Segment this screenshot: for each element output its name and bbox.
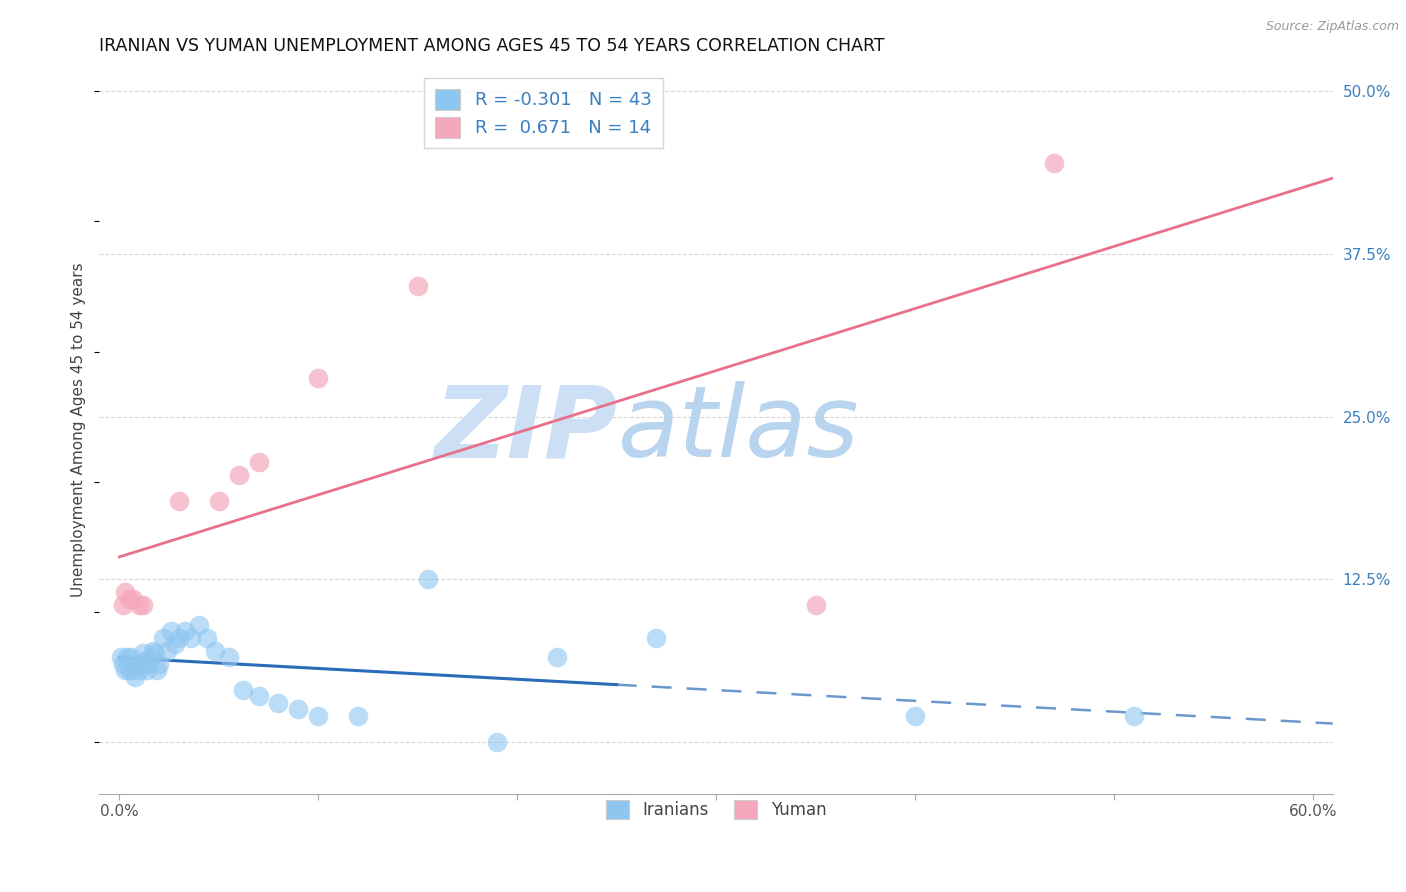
Point — [128, 599, 150, 613]
Point — [122, 591, 145, 606]
Text: atlas: atlas — [617, 381, 859, 478]
Point — [187, 617, 209, 632]
Point — [247, 690, 270, 704]
Point — [167, 494, 190, 508]
Point — [645, 631, 668, 645]
Point — [118, 664, 141, 678]
Point — [160, 624, 183, 639]
Point — [143, 647, 166, 661]
Point — [110, 650, 132, 665]
Point — [141, 650, 163, 665]
Point — [117, 650, 139, 665]
Point — [208, 494, 231, 508]
Point — [267, 696, 290, 710]
Point — [904, 709, 927, 723]
Point — [287, 702, 309, 716]
Point — [120, 650, 142, 665]
Point — [132, 599, 155, 613]
Point — [112, 599, 135, 613]
Point — [347, 709, 370, 723]
Point — [486, 735, 509, 749]
Point — [218, 650, 240, 665]
Point — [307, 370, 329, 384]
Point — [146, 664, 169, 678]
Point — [152, 631, 174, 645]
Point — [127, 657, 149, 671]
Legend: Iranians, Yuman: Iranians, Yuman — [599, 793, 832, 826]
Point — [136, 664, 159, 678]
Point — [546, 650, 568, 665]
Point — [195, 631, 218, 645]
Point — [156, 644, 179, 658]
Point — [122, 664, 145, 678]
Point — [232, 682, 254, 697]
Point — [167, 631, 190, 645]
Point — [174, 624, 197, 639]
Point — [163, 637, 186, 651]
Point — [134, 654, 156, 668]
Point — [804, 599, 827, 613]
Point — [148, 657, 170, 671]
Point — [180, 631, 202, 645]
Point — [129, 657, 152, 671]
Point — [228, 468, 250, 483]
Point — [112, 657, 135, 671]
Point — [142, 644, 165, 658]
Point — [204, 644, 226, 658]
Point — [114, 664, 136, 678]
Point — [118, 591, 141, 606]
Y-axis label: Unemployment Among Ages 45 to 54 years: Unemployment Among Ages 45 to 54 years — [72, 262, 86, 597]
Point — [307, 709, 329, 723]
Point — [1122, 709, 1144, 723]
Text: Source: ZipAtlas.com: Source: ZipAtlas.com — [1265, 20, 1399, 33]
Point — [406, 279, 429, 293]
Point — [416, 572, 439, 586]
Point — [138, 657, 160, 671]
Point — [128, 664, 150, 678]
Point — [114, 585, 136, 599]
Text: IRANIAN VS YUMAN UNEMPLOYMENT AMONG AGES 45 TO 54 YEARS CORRELATION CHART: IRANIAN VS YUMAN UNEMPLOYMENT AMONG AGES… — [100, 37, 884, 55]
Point — [1043, 156, 1066, 170]
Point — [132, 647, 155, 661]
Point — [247, 455, 270, 469]
Point — [124, 670, 146, 684]
Text: ZIP: ZIP — [434, 381, 617, 478]
